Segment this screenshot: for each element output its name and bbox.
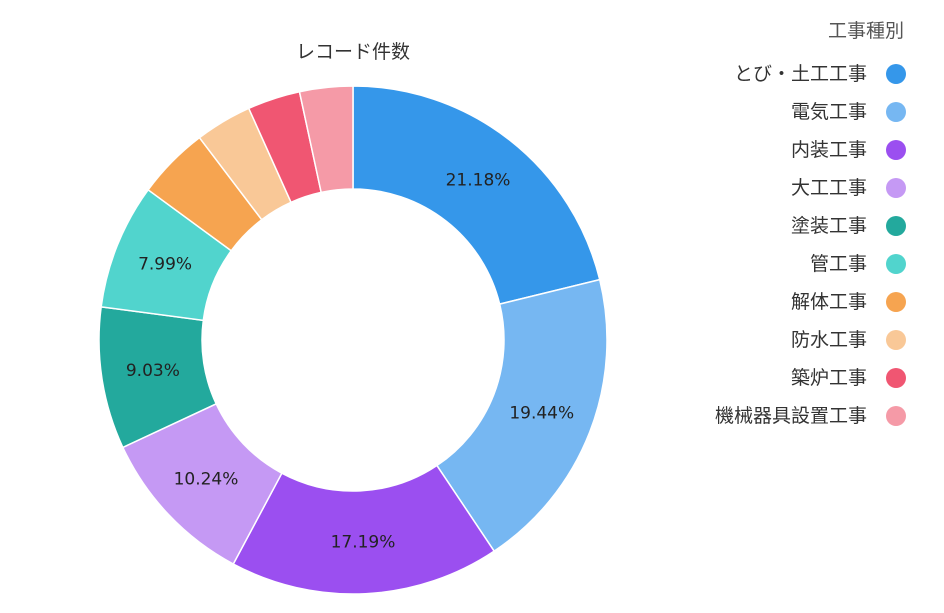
legend-label: 防水工事 (791, 329, 867, 351)
legend-label: 管工事 (810, 253, 867, 275)
legend-swatch (886, 178, 906, 198)
slice-label-4: 10.24% (174, 469, 239, 489)
legend-label: とび・土工工事 (734, 63, 867, 85)
legend-item-3[interactable]: 内装工事 (791, 139, 906, 161)
slice-label-2: 19.44% (509, 403, 574, 423)
legend-swatch (886, 368, 906, 388)
slice-label-6: 7.99% (138, 255, 192, 275)
legend-label: 解体工事 (791, 291, 867, 313)
legend-label: 機械器具設置工事 (715, 405, 867, 427)
legend-swatch (886, 140, 906, 160)
legend-label: 大工工事 (791, 177, 867, 199)
legend-swatch (886, 330, 906, 350)
slice-labels: 21.18% 19.44% 17.19% 10.24% 9.03% 7.99% (126, 171, 574, 553)
legend-label: 電気工事 (791, 101, 867, 123)
legend-label: 内装工事 (791, 139, 867, 161)
legend-item-1[interactable]: とび・土工工事 (734, 63, 906, 85)
legend-swatch (886, 64, 906, 84)
legend-swatch (886, 102, 906, 122)
legend-swatch (886, 292, 906, 312)
legend-swatch (886, 216, 906, 236)
legend-item-7[interactable]: 解体工事 (791, 291, 906, 313)
slice-label-1: 21.18% (446, 171, 511, 191)
legend-label: 塗装工事 (791, 214, 867, 237)
slice-label-3: 17.19% (331, 532, 396, 552)
chart-title: レコード件数 (296, 41, 410, 63)
slice-10[interactable] (298, 85, 354, 194)
legend-title: 工事種別 (828, 20, 904, 42)
legend-item-4[interactable]: 大工工事 (791, 177, 906, 199)
legend-swatch (886, 406, 906, 426)
legend-swatch (886, 254, 906, 274)
legend-item-5[interactable]: 塗装工事 (791, 214, 906, 237)
slice-1[interactable] (352, 85, 601, 306)
slice-2[interactable] (435, 278, 608, 553)
legend: とび・土工工事電気工事内装工事大工工事塗装工事管工事解体工事防水工事築炉工事機械… (715, 63, 906, 427)
legend-item-2[interactable]: 電気工事 (791, 101, 906, 123)
slice-3[interactable] (232, 464, 496, 595)
donut-slices (98, 85, 608, 595)
legend-item-10[interactable]: 機械器具設置工事 (715, 405, 906, 427)
legend-label: 築炉工事 (791, 367, 867, 389)
legend-item-8[interactable]: 防水工事 (791, 329, 906, 351)
legend-item-9[interactable]: 築炉工事 (791, 367, 906, 389)
legend-item-6[interactable]: 管工事 (810, 253, 906, 275)
slice-label-5: 9.03% (126, 361, 180, 381)
